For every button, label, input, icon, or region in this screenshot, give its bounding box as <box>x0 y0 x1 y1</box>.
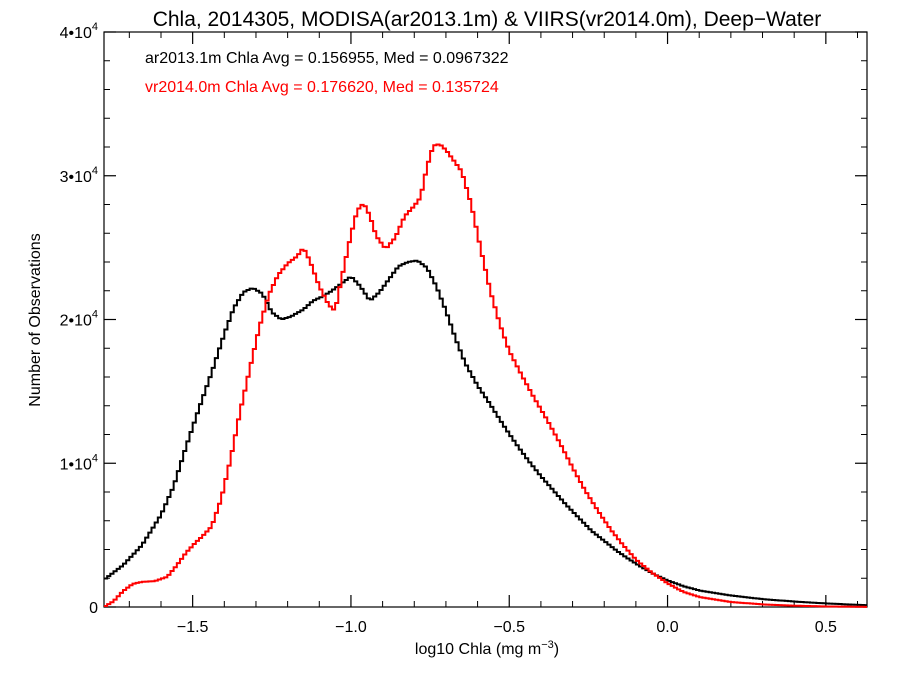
y-tick-label: 3•104 <box>60 165 98 186</box>
series-group <box>104 143 867 608</box>
x-tick-label: −1.0 <box>335 619 367 636</box>
y-tick-label: 0 <box>89 600 98 617</box>
x-axis-label: log10 Chla (mg m−3) <box>415 639 559 658</box>
axis-ticks: −1.5 −1.0 −0.5 0.0 0.5 0 1•104 2•104 3•104 4•104 <box>60 21 867 636</box>
y-tick-label: 4•104 <box>60 21 98 42</box>
x-tick-label: 0.5 <box>815 619 837 636</box>
y-tick-label: 2•104 <box>60 309 98 330</box>
x-axis-label-end: ) <box>554 641 559 658</box>
x-tick-label: 0.0 <box>656 619 678 636</box>
series-line-ar2013 <box>104 259 867 607</box>
x-tick-label: −0.5 <box>493 619 525 636</box>
y-axis-label: Number of Observations <box>27 233 44 406</box>
x-axis-label-sup: −3 <box>541 639 554 651</box>
plot-frame <box>103 31 868 608</box>
annotation-vr2014: vr2014.0m Chla Avg = 0.176620, Med = 0.1… <box>145 79 499 96</box>
series-line-vr2014 <box>104 143 867 608</box>
chart-title: Chla, 2014305, MODISA(ar2013.1m) & VIIRS… <box>153 8 822 31</box>
x-tick-label: −1.5 <box>177 619 209 636</box>
annotation-ar2013: ar2013.1m Chla Avg = 0.156955, Med = 0.0… <box>145 50 509 67</box>
y-tick-label: 1•104 <box>60 452 98 473</box>
